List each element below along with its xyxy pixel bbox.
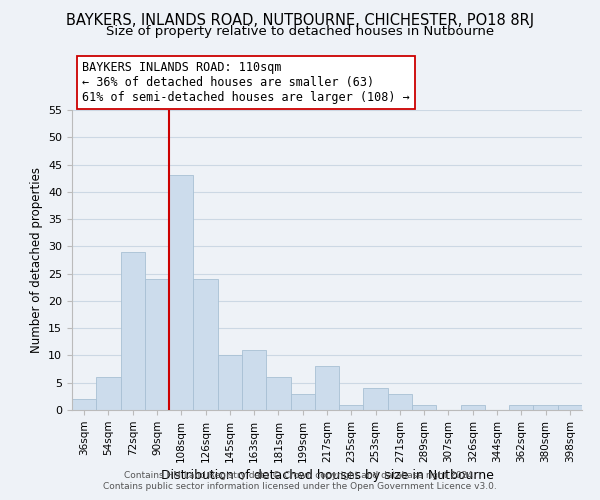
- Text: BAYKERS, INLANDS ROAD, NUTBOURNE, CHICHESTER, PO18 8RJ: BAYKERS, INLANDS ROAD, NUTBOURNE, CHICHE…: [66, 12, 534, 28]
- Bar: [509, 404, 533, 410]
- Bar: [315, 366, 339, 410]
- Bar: [72, 399, 96, 410]
- Text: BAYKERS INLANDS ROAD: 110sqm
← 36% of detached houses are smaller (63)
61% of se: BAYKERS INLANDS ROAD: 110sqm ← 36% of de…: [82, 61, 410, 104]
- Bar: [169, 176, 193, 410]
- Text: Contains public sector information licensed under the Open Government Licence v3: Contains public sector information licen…: [103, 482, 497, 491]
- Text: Contains HM Land Registry data © Crown copyright and database right 2024.: Contains HM Land Registry data © Crown c…: [124, 471, 476, 480]
- Bar: [533, 404, 558, 410]
- Bar: [218, 356, 242, 410]
- Bar: [242, 350, 266, 410]
- Bar: [96, 378, 121, 410]
- Bar: [339, 404, 364, 410]
- Bar: [558, 404, 582, 410]
- Bar: [364, 388, 388, 410]
- Text: Size of property relative to detached houses in Nutbourne: Size of property relative to detached ho…: [106, 25, 494, 38]
- Y-axis label: Number of detached properties: Number of detached properties: [29, 167, 43, 353]
- Bar: [193, 279, 218, 410]
- Bar: [461, 404, 485, 410]
- Bar: [388, 394, 412, 410]
- Bar: [412, 404, 436, 410]
- Bar: [266, 378, 290, 410]
- X-axis label: Distribution of detached houses by size in Nutbourne: Distribution of detached houses by size …: [161, 469, 493, 482]
- Bar: [145, 279, 169, 410]
- Bar: [290, 394, 315, 410]
- Bar: [121, 252, 145, 410]
